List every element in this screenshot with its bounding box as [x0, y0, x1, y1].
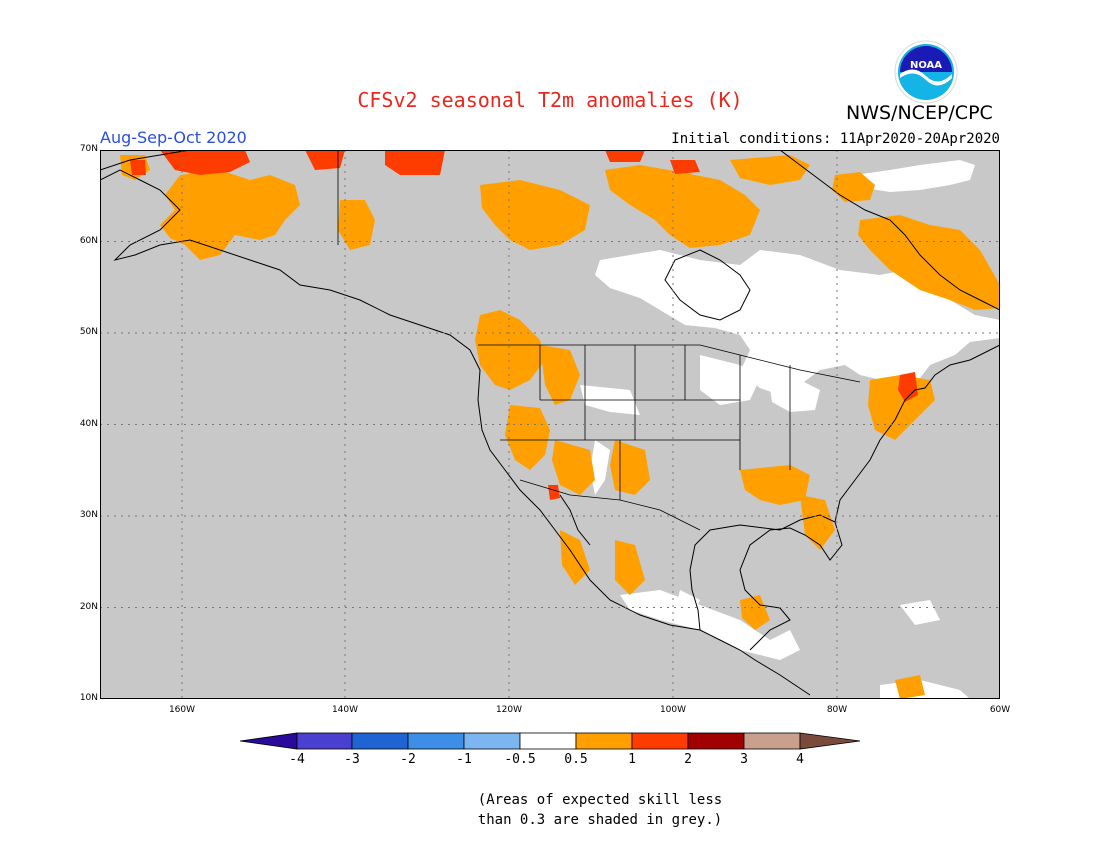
colorbar	[240, 732, 861, 750]
colorbar-label: 3	[740, 752, 748, 767]
colorbar-segment	[351, 732, 409, 750]
logo-text: NOAA	[910, 60, 942, 71]
strong-warm-anomaly-regions	[130, 150, 918, 500]
colorbar-label: -1	[456, 752, 472, 767]
season-label: Aug-Sep-Oct 2020	[100, 128, 247, 147]
map-frame	[100, 150, 1000, 699]
warm-anomaly-regions	[120, 155, 1000, 699]
colorbar-label: 4	[796, 752, 804, 767]
neutral-regions	[580, 160, 1000, 699]
noaa-logo: NOAA	[894, 40, 958, 104]
lon-label-120w: 120W	[495, 705, 523, 715]
colorbar-segment	[687, 732, 745, 750]
colorbar-arrow-right	[799, 732, 861, 750]
lat-label-50n: 50N	[79, 327, 98, 337]
lon-label-80w: 80W	[826, 705, 848, 715]
political-borders	[337, 150, 861, 531]
anomaly-map	[100, 150, 1000, 699]
colorbar-segment	[296, 732, 353, 750]
skill-note-line1: (Areas of expected skill less	[477, 792, 723, 808]
colorbar-segment	[575, 732, 633, 750]
lat-label-30n: 30N	[79, 510, 98, 520]
lon-label-100w: 100W	[659, 705, 687, 715]
lon-label-160w: 160W	[168, 705, 196, 715]
colorbar-label: 1	[628, 752, 636, 767]
lat-label-60n: 60N	[79, 236, 98, 246]
lon-label-140w: 140W	[331, 705, 359, 715]
colorbar-segment	[407, 732, 465, 750]
initial-conditions: Initial conditions: 11Apr2020-20Apr2020	[671, 131, 1000, 147]
colorbar-label: -0.5	[504, 752, 536, 767]
graticule	[100, 150, 1000, 699]
colorbar-segment	[743, 732, 801, 750]
lat-label-10n: 10N	[79, 693, 98, 703]
colorbar-label: -3	[344, 752, 360, 767]
coastlines	[100, 150, 1000, 696]
lat-label-40n: 40N	[79, 419, 98, 429]
colorbar-label: 0.5	[564, 752, 588, 767]
colorbar-segment	[519, 732, 577, 750]
colorbar-label: -2	[400, 752, 416, 767]
colorbar-arrow-left	[240, 732, 298, 750]
agency-label: NWS/NCEP/CPC	[846, 102, 993, 124]
lat-label-20n: 20N	[79, 602, 98, 612]
colorbar-label: -4	[289, 752, 305, 767]
colorbar-segment	[463, 732, 521, 750]
skill-note-line2: than 0.3 are shaded in grey.)	[477, 812, 723, 828]
lat-label-70n: 70N	[79, 144, 98, 154]
lon-label-60w: 60W	[989, 705, 1011, 715]
map-title: CFSv2 seasonal T2m anomalies (K)	[357, 88, 743, 112]
colorbar-segment	[631, 732, 689, 750]
colorbar-label: 2	[684, 752, 692, 767]
